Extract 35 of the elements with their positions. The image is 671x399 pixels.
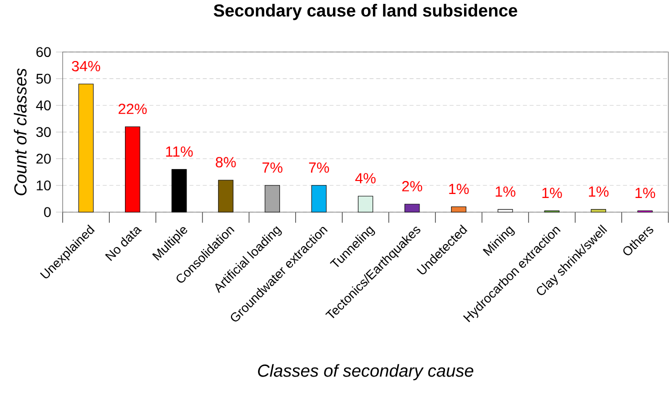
annotation: 22%	[118, 104, 147, 114]
bar	[264, 185, 280, 212]
y-tick-label: 50	[36, 74, 51, 84]
bar	[78, 84, 94, 212]
y-axis-title: Count of classes	[14, 68, 27, 196]
annotation: 4%	[355, 173, 376, 184]
y-tick-label: 40	[36, 100, 51, 110]
bar	[172, 169, 187, 212]
bar	[311, 185, 327, 212]
annotation: 34%	[72, 61, 100, 72]
annotation: 1%	[636, 188, 656, 198]
y-tick-label: 60	[36, 47, 51, 58]
bar	[358, 196, 374, 212]
y-tick-label: 30	[36, 127, 51, 138]
x-tick-label: No data	[105, 227, 142, 262]
bar	[218, 180, 234, 212]
annotation: 1%	[588, 186, 609, 197]
annotation: 7%	[262, 162, 282, 173]
annotation: 2%	[402, 181, 422, 192]
annotation: 7%	[309, 162, 329, 173]
bar	[124, 126, 140, 212]
bar	[451, 206, 466, 212]
chart-title: Secondary cause of land subsidence	[214, 4, 518, 20]
annotation: 1%	[449, 184, 469, 194]
y-tick-label: 20	[36, 154, 51, 164]
bar	[498, 209, 513, 212]
annotation: 11%	[166, 146, 193, 157]
x-axis-title: Classes of secondary cause	[258, 364, 474, 380]
annotation: 1%	[496, 186, 516, 197]
bar	[404, 204, 420, 212]
y-tick-label: 10	[36, 180, 51, 190]
annotation: 1%	[542, 188, 562, 198]
y-tick-label: 0	[44, 207, 51, 218]
bar	[590, 209, 606, 212]
annotation: 8%	[216, 157, 236, 168]
